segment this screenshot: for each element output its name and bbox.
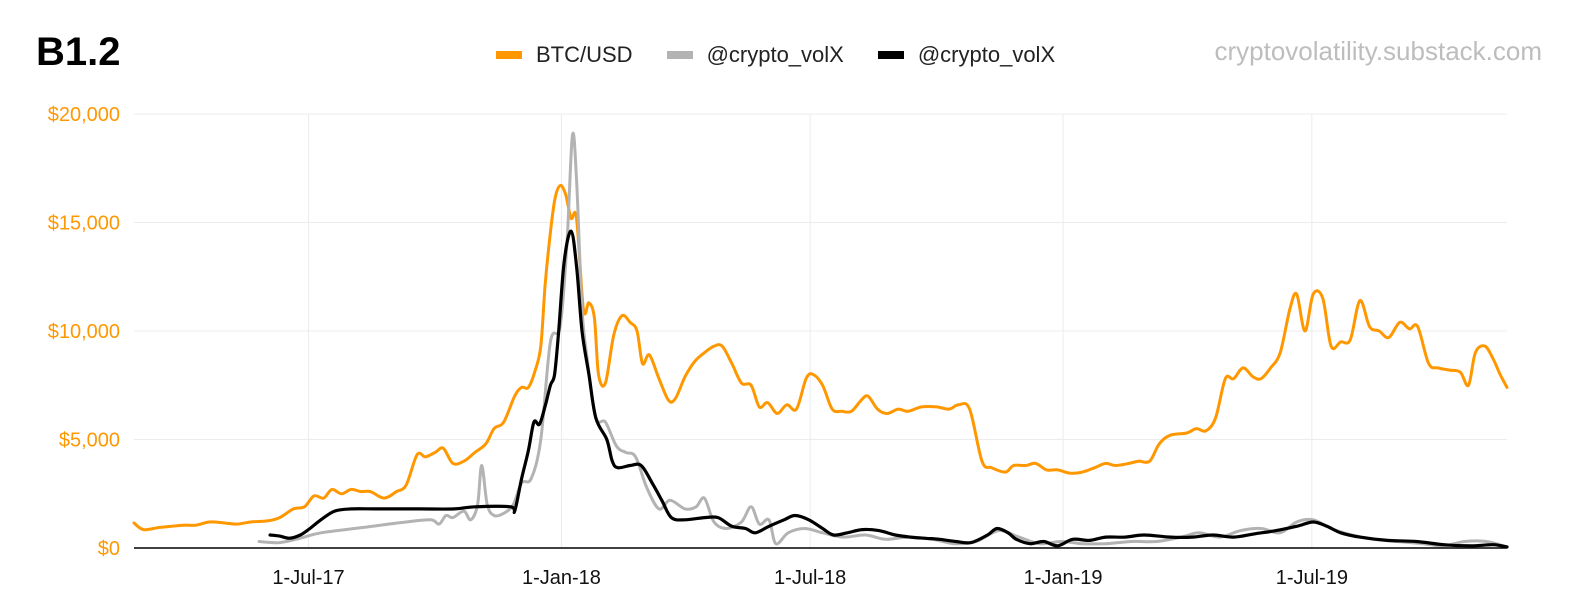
legend-label-crypto-volx-gray: @crypto_volX [706,42,844,67]
x-axis-ticks: 1-Jul-17 1-Jan-18 1-Jul-18 1-Jan-19 1-Jul-19 [272,567,1348,589]
grid [134,113,1507,548]
chart-title: B1.2 [36,30,121,74]
legend-swatch-crypto-volx-gray [666,51,693,59]
series-line-btc-usd [132,183,1509,532]
x-tick-label: 1-Jul-18 [774,567,846,589]
legend-swatch-btc-usd [496,51,522,59]
legend-label-btc-usd: BTC/USD [536,42,633,67]
y-tick-label: $10,000 [48,321,120,343]
legend-item-crypto-volx-gray: @crypto_volX [666,42,844,68]
legend-label-crypto-volx-black: @crypto_volX [917,42,1056,67]
series-line-crypto-volx-black [268,229,1509,549]
chart-legend: BTC/USD @crypto_volX @crypto_volX [496,42,1055,68]
x-tick-label: 1-Jan-18 [522,567,601,589]
y-tick-label: $20,000 [48,104,120,126]
y-axis-ticks: $0 $5,000 $10,000 $15,000 $20,000 [48,104,120,560]
legend-item-btc-usd: BTC/USD [496,42,633,68]
series-lines [132,131,1509,549]
legend-item-crypto-volx-black: @crypto_volX [877,42,1056,68]
y-tick-label: $5,000 [59,430,120,452]
x-tick-label: 1-Jul-19 [1276,567,1348,589]
y-tick-label: $0 [98,538,120,560]
series-line-crypto-volx-gray [257,131,1509,549]
legend-swatch-crypto-volx-black [877,51,904,59]
source-watermark: cryptovolatility.substack.com [1214,36,1542,66]
x-tick-label: 1-Jul-17 [272,567,344,589]
y-tick-label: $15,000 [48,213,120,235]
x-tick-label: 1-Jan-19 [1024,567,1103,589]
